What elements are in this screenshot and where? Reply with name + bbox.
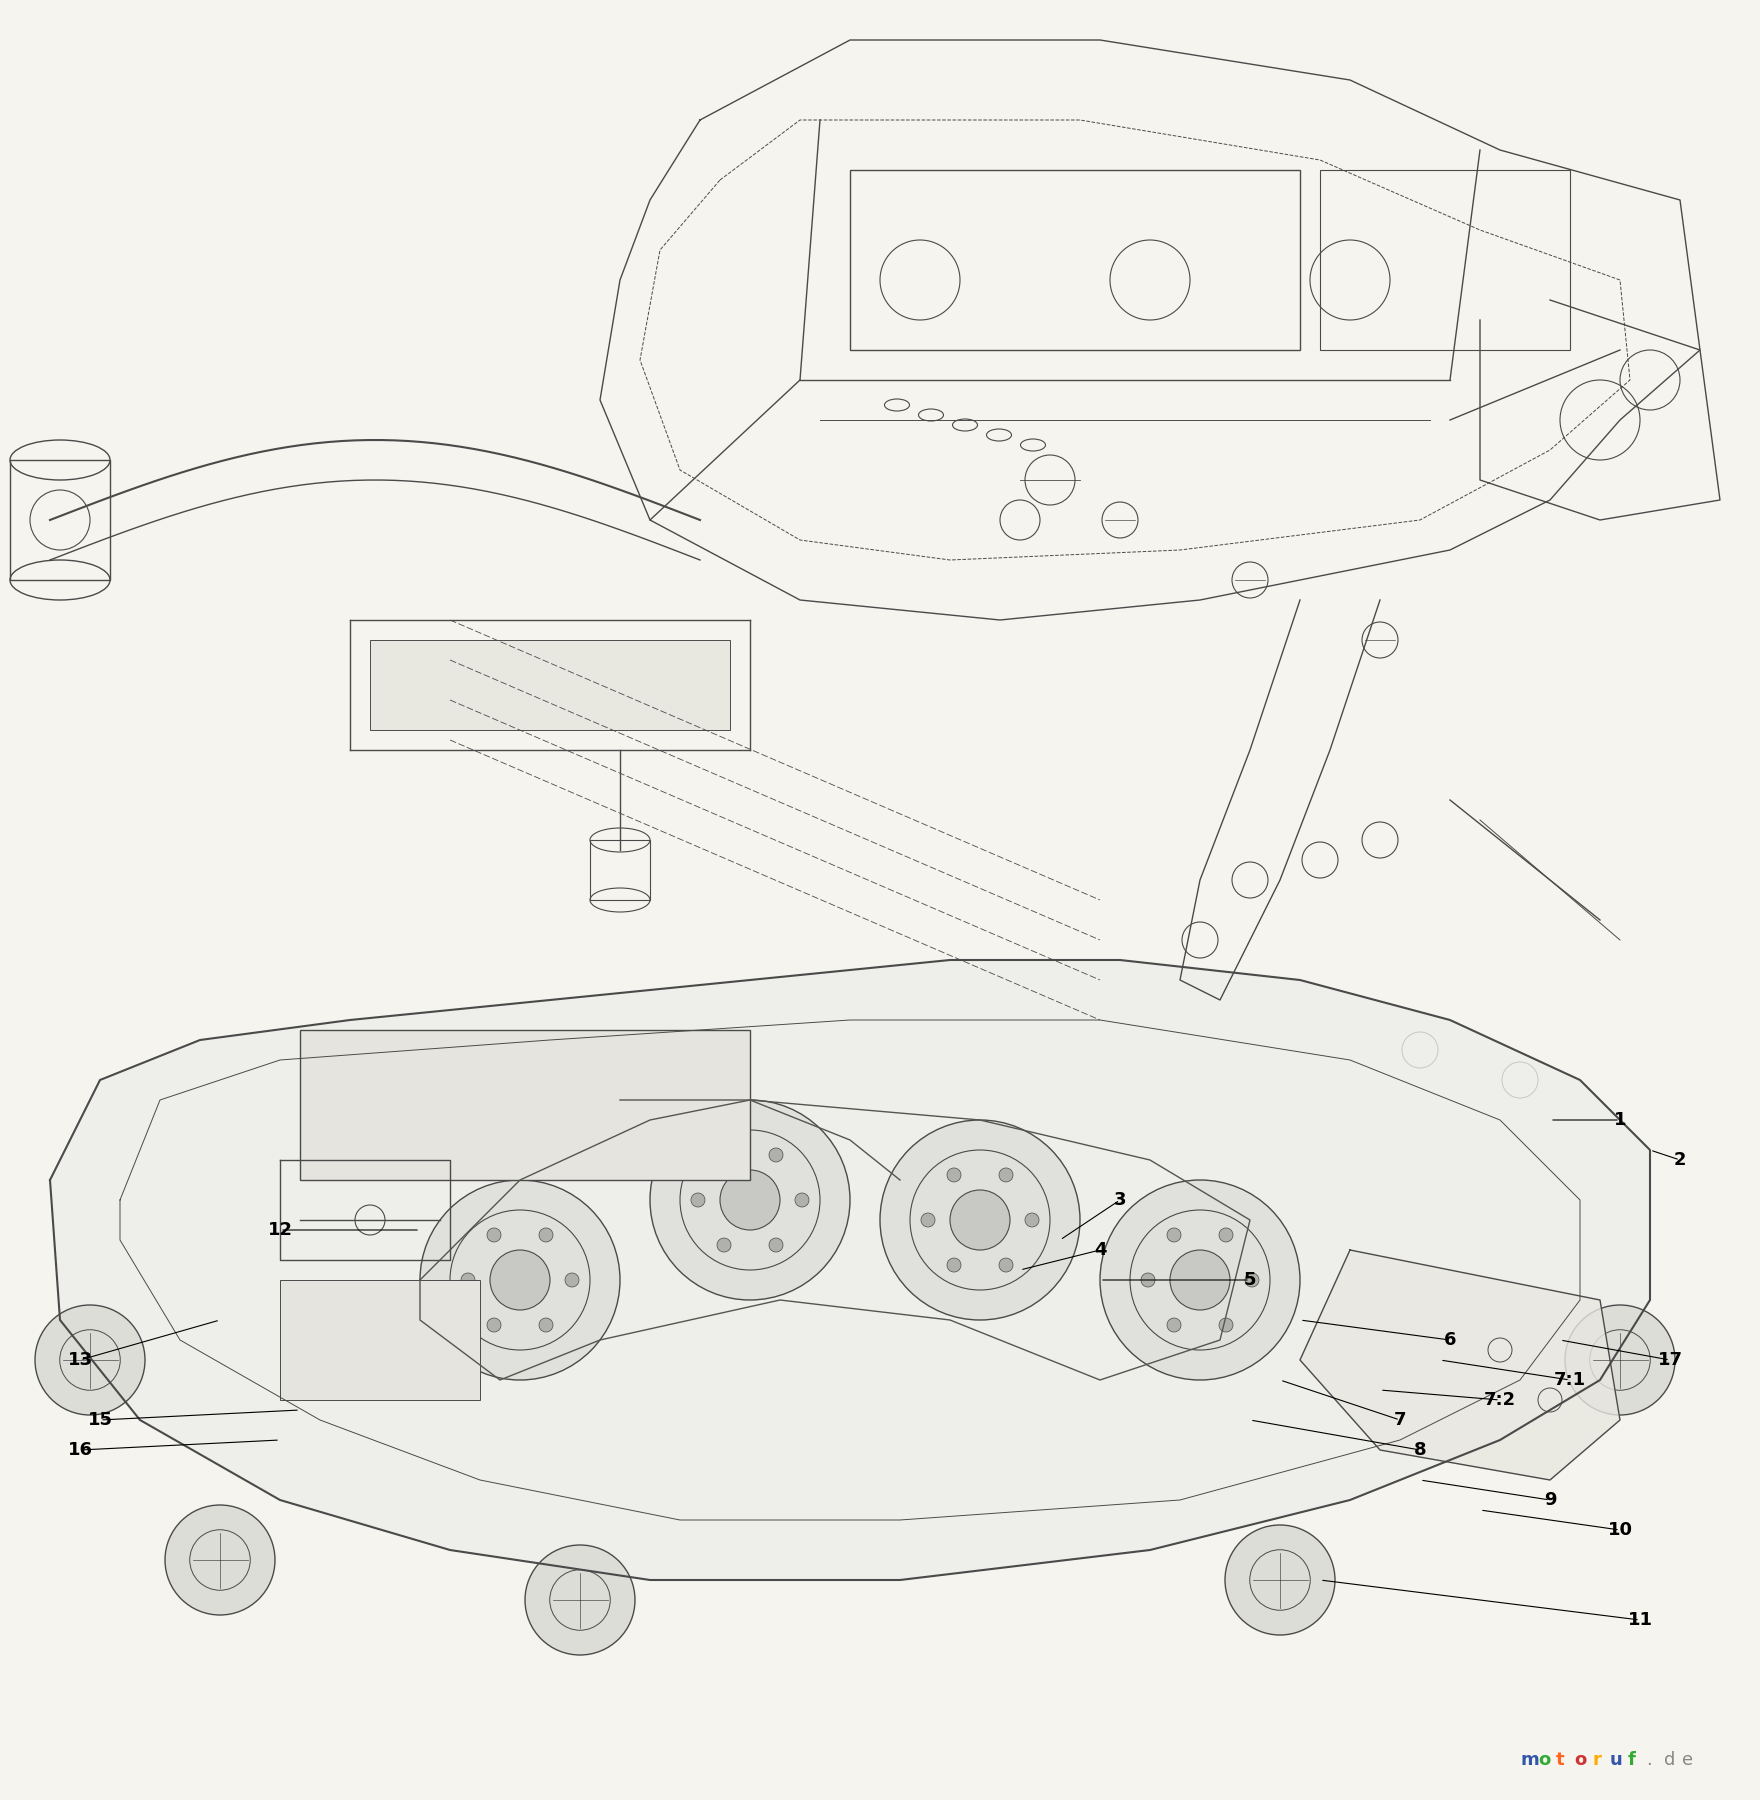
Text: 2: 2 (1674, 1150, 1686, 1168)
Circle shape (539, 1228, 553, 1242)
Circle shape (1000, 1168, 1014, 1183)
Text: d: d (1663, 1751, 1676, 1769)
Text: f: f (1628, 1751, 1635, 1769)
Circle shape (1167, 1318, 1181, 1332)
Text: u: u (1610, 1751, 1623, 1769)
Polygon shape (1301, 1249, 1619, 1480)
Circle shape (1000, 1258, 1014, 1273)
Circle shape (769, 1238, 783, 1253)
Circle shape (950, 1190, 1010, 1249)
Circle shape (947, 1168, 961, 1183)
Bar (280, 1280, 480, 1400)
Text: 1: 1 (1614, 1111, 1626, 1129)
Circle shape (1024, 1213, 1038, 1228)
Text: m: m (1521, 1751, 1538, 1769)
Circle shape (1225, 1525, 1336, 1634)
Circle shape (692, 1193, 706, 1208)
Circle shape (1565, 1305, 1676, 1415)
Bar (850, 169, 1301, 349)
Bar (299, 1030, 750, 1181)
Circle shape (421, 1181, 620, 1381)
Text: 12: 12 (268, 1220, 292, 1238)
Text: o: o (1573, 1751, 1586, 1769)
Circle shape (716, 1148, 730, 1163)
Circle shape (165, 1505, 275, 1615)
Text: 7:1: 7:1 (1554, 1372, 1586, 1390)
Text: t: t (1556, 1751, 1565, 1769)
Text: 11: 11 (1628, 1611, 1653, 1629)
Circle shape (769, 1148, 783, 1163)
Text: 16: 16 (67, 1442, 93, 1460)
Text: o: o (1538, 1751, 1551, 1769)
Circle shape (796, 1193, 810, 1208)
Circle shape (539, 1318, 553, 1332)
Circle shape (649, 1100, 850, 1300)
Circle shape (1140, 1273, 1155, 1287)
Text: 3: 3 (1114, 1192, 1126, 1210)
Circle shape (947, 1258, 961, 1273)
Circle shape (1220, 1318, 1234, 1332)
Circle shape (1167, 1228, 1181, 1242)
Circle shape (461, 1273, 475, 1287)
Circle shape (920, 1213, 935, 1228)
Bar (1320, 169, 1570, 349)
Text: 17: 17 (1658, 1352, 1683, 1370)
Text: 15: 15 (88, 1411, 113, 1429)
Circle shape (489, 1249, 551, 1310)
Text: 9: 9 (1544, 1490, 1556, 1508)
Circle shape (1244, 1273, 1258, 1287)
Text: .: . (1646, 1751, 1651, 1769)
Circle shape (524, 1544, 635, 1654)
Circle shape (720, 1170, 780, 1229)
Text: 7: 7 (1394, 1411, 1406, 1429)
Polygon shape (49, 959, 1651, 1580)
Text: 4: 4 (1093, 1240, 1107, 1258)
Text: 13: 13 (67, 1352, 93, 1370)
Text: 6: 6 (1443, 1330, 1456, 1348)
Circle shape (1220, 1228, 1234, 1242)
Bar (370, 641, 730, 731)
Circle shape (488, 1228, 502, 1242)
Circle shape (1100, 1181, 1301, 1381)
Circle shape (1170, 1249, 1230, 1310)
Circle shape (716, 1238, 730, 1253)
Circle shape (565, 1273, 579, 1287)
Circle shape (880, 1120, 1081, 1319)
Text: 8: 8 (1413, 1442, 1426, 1460)
Text: r: r (1593, 1751, 1602, 1769)
Text: 7:2: 7:2 (1484, 1391, 1515, 1409)
Circle shape (488, 1318, 502, 1332)
Text: 5: 5 (1244, 1271, 1257, 1289)
Circle shape (35, 1305, 144, 1415)
Text: 10: 10 (1607, 1521, 1633, 1539)
Text: e: e (1683, 1751, 1693, 1769)
